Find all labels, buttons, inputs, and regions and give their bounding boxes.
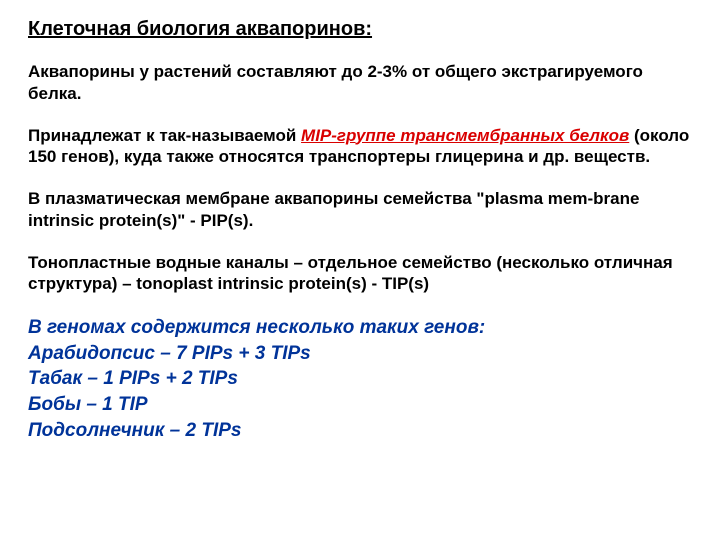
paragraph-1: Аквапорины у растений составляют до 2-3%… (28, 61, 692, 105)
p2-lead: Принадлежат к так-называемой (28, 126, 301, 145)
genomes-block: В геномах содержится несколько таких ген… (28, 315, 692, 443)
mip-group-link: MIP-группе трансмембранных белков (301, 126, 629, 145)
genomes-line-1: Арабидопсис – 7 PIPs + 3 TIPs (28, 341, 692, 367)
genomes-heading: В геномах содержится несколько таких ген… (28, 315, 692, 341)
page-title: Клеточная биология аквапоринов: (28, 18, 692, 41)
genomes-line-4: Подсолнечник – 2 TIPs (28, 418, 692, 444)
slide-page: Клеточная биология аквапоринов: Аквапори… (0, 0, 720, 540)
paragraph-4: Тонопластные водные каналы – отдельное с… (28, 252, 692, 296)
paragraph-3: В плазматическая мембране аквапорины сем… (28, 188, 692, 232)
genomes-line-2: Табак – 1 PIPs + 2 TIPs (28, 366, 692, 392)
genomes-line-3: Бобы – 1 TIP (28, 392, 692, 418)
paragraph-2: Принадлежат к так-называемой MIP-группе … (28, 125, 692, 169)
